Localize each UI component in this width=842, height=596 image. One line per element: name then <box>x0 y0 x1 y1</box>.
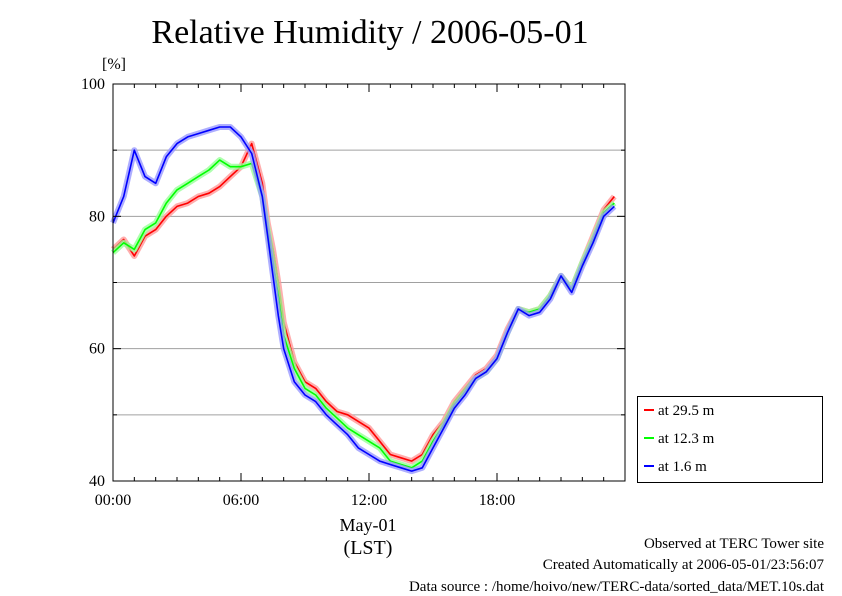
series-line-2 <box>112 126 615 472</box>
y-tick-label: 40 <box>89 473 105 490</box>
y-axis-unit: [%] <box>102 56 126 73</box>
y-tick-label: 100 <box>81 76 105 93</box>
legend-swatch-blue <box>644 464 654 467</box>
legend-item-1m: at 1.6 m <box>644 457 707 477</box>
y-tick-label: 80 <box>89 208 105 225</box>
legend-label-29m: at 29.5 m <box>658 403 715 419</box>
legend-label-1m: at 1.6 m <box>658 459 707 475</box>
x-tick-label: 00:00 <box>95 492 131 509</box>
x-date-label: May-01 <box>339 515 397 535</box>
series-band-0 <box>110 140 617 465</box>
series-line-0 <box>112 142 615 462</box>
footer-created: Created Automatically at 2006-05-01/23:5… <box>542 557 824 573</box>
legend-item-29m: at 29.5 m <box>644 401 714 421</box>
legend-label-12m: at 12.3 m <box>658 431 715 447</box>
legend-swatch-green <box>644 436 654 439</box>
y-tick-label: 60 <box>89 341 105 358</box>
legend: at 29.5 m at 12.3 m at 1.6 m <box>637 396 823 483</box>
x-tick-label: 06:00 <box>223 492 259 509</box>
footer-site: Observed at TERC Tower site <box>643 536 824 552</box>
axis-layer: 40 60 80 100 00:00 06:00 12:00 18:00 <box>81 76 625 509</box>
legend-swatch-red <box>644 408 654 411</box>
x-tick-label: 18:00 <box>479 492 515 509</box>
footer-source: Data source : /home/hoivo/new/TERC-data/… <box>408 579 824 595</box>
x-tick-label: 12:00 <box>351 492 387 509</box>
chart-title: Relative Humidity / 2006-05-01 <box>151 14 589 51</box>
legend-item-12m: at 12.3 m <box>644 429 714 449</box>
grid-lines <box>113 149 625 416</box>
series-band-2 <box>110 124 617 475</box>
x-timezone-label: (LST) <box>343 537 393 559</box>
series-layer <box>110 124 617 475</box>
